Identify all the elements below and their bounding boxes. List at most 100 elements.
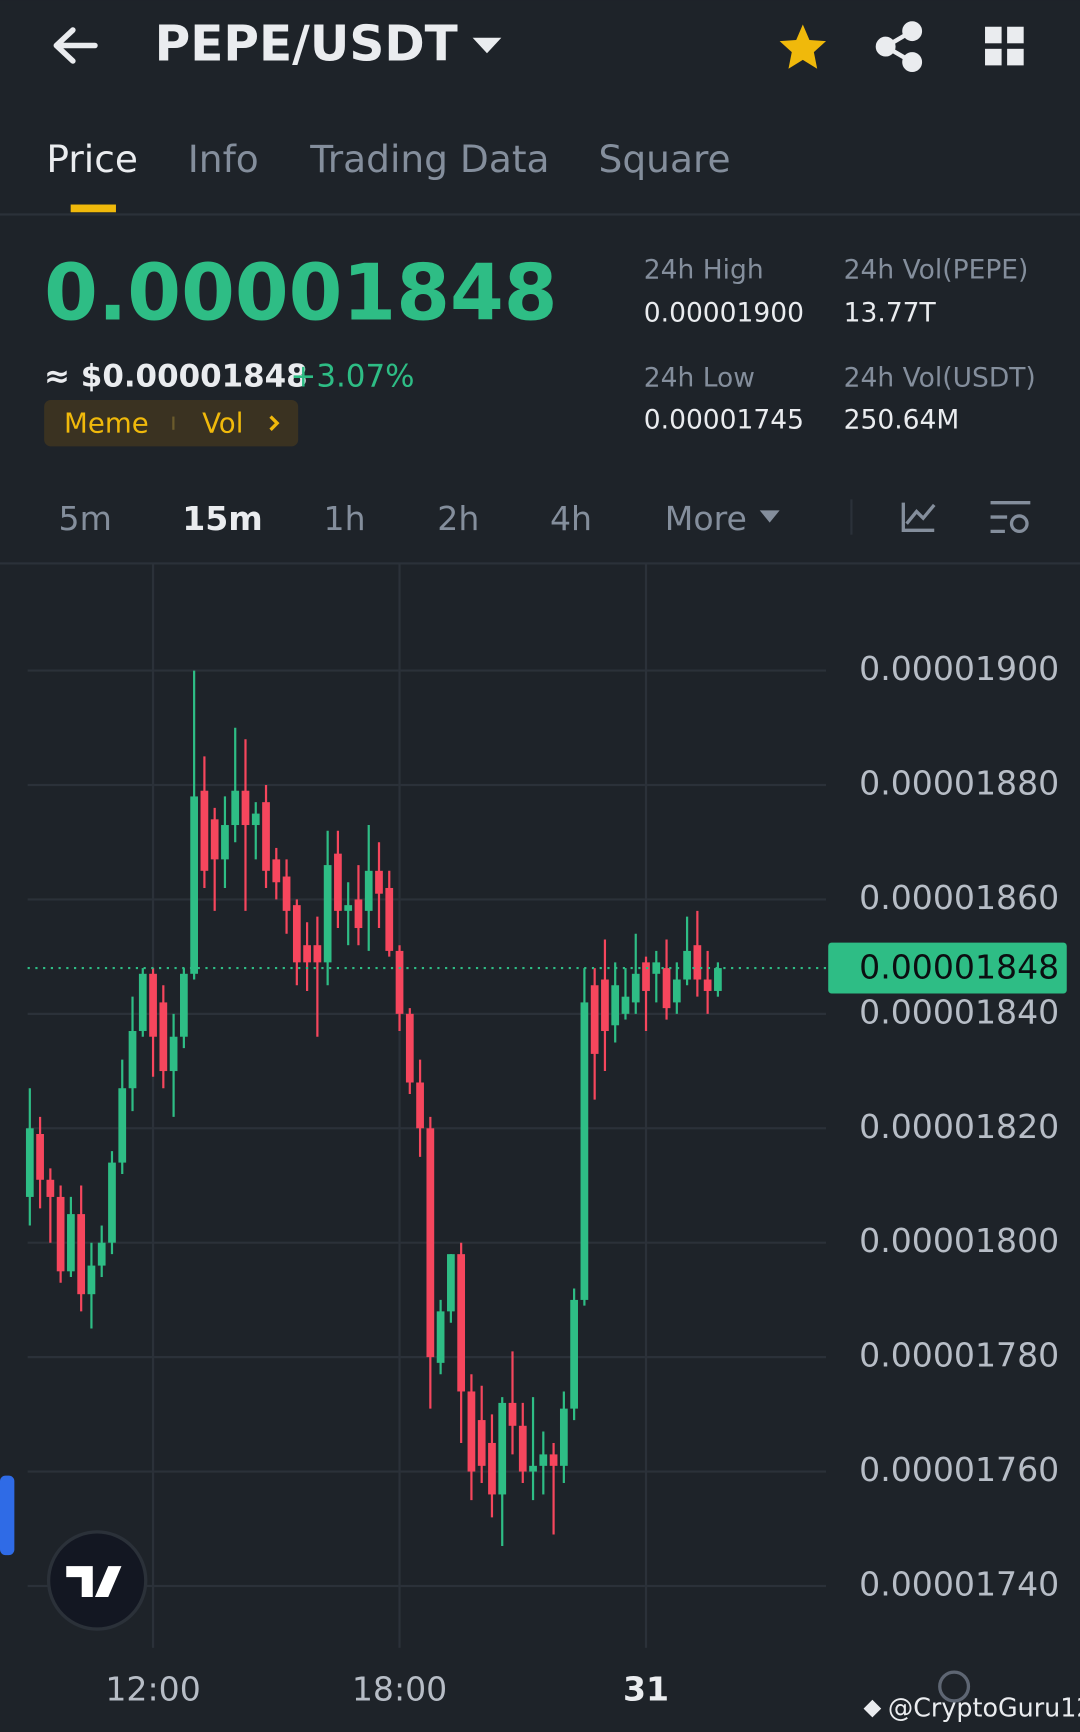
- candle-body: [436, 1311, 445, 1363]
- back-button[interactable]: [53, 27, 98, 64]
- side-tab[interactable]: [0, 1475, 15, 1556]
- candle-body: [87, 1265, 96, 1295]
- pair-dropdown[interactable]: [472, 37, 502, 54]
- candle-body: [467, 1391, 476, 1472]
- y-tick-label: 0.00001800: [859, 1221, 1059, 1260]
- candle-body: [159, 1002, 168, 1072]
- candle-body: [621, 996, 630, 1014]
- tag-pill[interactable]: [44, 399, 299, 447]
- candle-body: [662, 968, 671, 1009]
- tradingview-logo[interactable]: [46, 1530, 148, 1631]
- y-tick-label: 0.00001760: [859, 1450, 1059, 1489]
- stat-label: 24h High: [644, 254, 764, 285]
- candle-body: [580, 1002, 589, 1300]
- menu-grid[interactable]: [985, 26, 1024, 66]
- tab[interactable]: Square: [599, 137, 731, 181]
- candle-body: [344, 905, 353, 911]
- candle-body: [601, 979, 609, 1032]
- candle-body: [210, 819, 219, 860]
- candle-body: [292, 905, 301, 963]
- candle-body: [405, 1013, 414, 1083]
- candle-body: [118, 1088, 127, 1163]
- grid-cell: [1007, 26, 1024, 44]
- candle-body: [539, 1454, 548, 1466]
- more-dropdown[interactable]: [759, 510, 780, 523]
- candle-body: [303, 945, 311, 963]
- tab[interactable]: Trading Data: [309, 137, 549, 181]
- candle-body: [323, 865, 332, 963]
- settings-icon[interactable]: [990, 501, 1031, 534]
- tab[interactable]: Price: [46, 137, 138, 181]
- stat-value: 0.00001745: [644, 404, 804, 435]
- interval[interactable]: More: [665, 499, 747, 538]
- interval[interactable]: 15m: [182, 499, 263, 538]
- interval[interactable]: 1h: [324, 499, 366, 538]
- candle-body: [67, 1214, 75, 1272]
- candle-body: [221, 825, 229, 860]
- watermark: @CryptoGuru12: [888, 1693, 1080, 1723]
- candle-body: [56, 1196, 65, 1272]
- interval[interactable]: 5m: [59, 499, 112, 538]
- grid-cell: [1007, 48, 1024, 66]
- candle-body: [508, 1402, 517, 1426]
- candle-body: [190, 796, 198, 974]
- tag[interactable]: Meme: [64, 406, 149, 439]
- x-tick-label: 18:00: [352, 1669, 447, 1708]
- candle-body: [364, 870, 373, 911]
- candle-body: [46, 1179, 55, 1197]
- pair-title[interactable]: PEPE/USDT: [155, 17, 458, 73]
- candle-body: [559, 1408, 568, 1466]
- candle-body: [714, 968, 722, 991]
- candle-body: [77, 1214, 86, 1295]
- candle-body: [354, 899, 363, 929]
- stat-value: 250.64M: [844, 404, 960, 435]
- usd-price: ≈ $0.00001848: [44, 358, 307, 394]
- tab-indicator: [70, 204, 116, 213]
- y-tick-label: 0.00001740: [859, 1564, 1059, 1603]
- candle-body: [631, 973, 640, 1003]
- tab[interactable]: Info: [188, 137, 259, 181]
- candle-body: [672, 979, 681, 1003]
- x-tick-label: 31: [623, 1669, 669, 1708]
- interval[interactable]: 2h: [437, 499, 479, 538]
- back-arrow: [53, 27, 98, 64]
- last-price: 0.00001848: [44, 248, 557, 338]
- interval[interactable]: 4h: [550, 499, 592, 538]
- tag[interactable]: Vol: [202, 406, 243, 439]
- tag-chevron: [269, 415, 280, 431]
- candle-body: [395, 950, 404, 1014]
- candle-body: [488, 1442, 496, 1495]
- candle-body: [611, 985, 620, 1026]
- theme-icon[interactable]: [938, 1670, 971, 1703]
- candle-body: [36, 1133, 44, 1180]
- y-tick-label: 0.00001880: [859, 763, 1059, 802]
- candle-body: [693, 945, 702, 980]
- candlestick-chart: 0.00001900 0.00001880 0.00001860 0.00001840…: [25, 564, 1067, 1708]
- candle-body: [128, 1031, 137, 1089]
- divider: [850, 499, 853, 535]
- candle-body: [385, 887, 394, 951]
- indicator-icon[interactable]: [901, 502, 936, 532]
- divider: [0, 213, 1080, 216]
- candle-body: [375, 870, 383, 894]
- candle-body: [590, 985, 599, 1054]
- candle-body: [334, 853, 342, 911]
- y-tick-label: 0.00001840: [859, 992, 1059, 1031]
- settings-lines: [990, 501, 1031, 534]
- candle-body: [262, 802, 270, 871]
- candle-body: [477, 1420, 486, 1466]
- candle-body: [251, 813, 260, 826]
- candle-body: [138, 973, 147, 1032]
- stat-label: 24h Vol(USDT): [844, 363, 1036, 394]
- y-tick-label: 0.00001900: [859, 649, 1059, 688]
- y-tick-label: 0.00001860: [859, 878, 1059, 917]
- share-button[interactable]: [875, 21, 923, 73]
- y-tick-label: 0.00001780: [859, 1336, 1059, 1375]
- candle-body: [200, 790, 209, 871]
- candle-body: [570, 1299, 578, 1409]
- favorite-star[interactable]: [779, 24, 827, 69]
- candle-body: [149, 973, 157, 1037]
- tradingview-mark: [66, 1566, 122, 1598]
- share-lines: [881, 29, 914, 64]
